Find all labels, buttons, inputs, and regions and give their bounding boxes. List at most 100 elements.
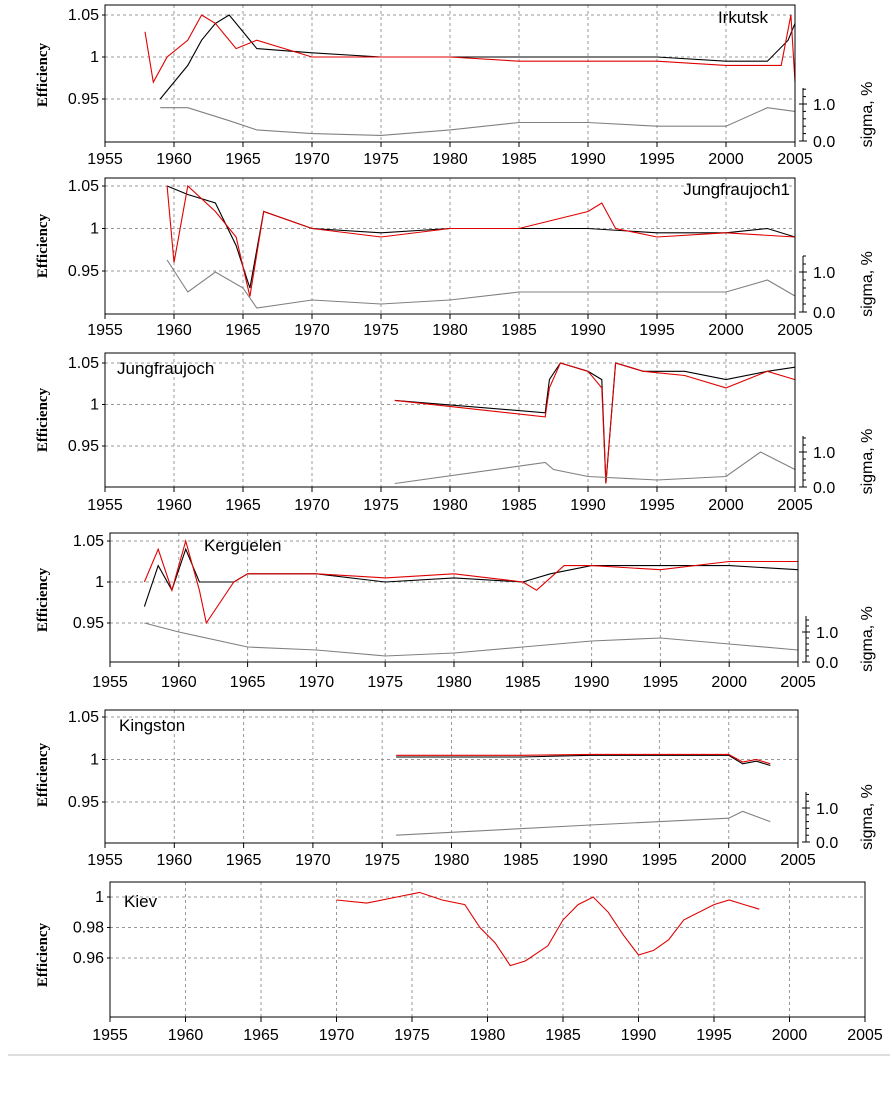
x-tick-label: 2000	[711, 674, 747, 691]
y-tick-label: 1	[95, 574, 104, 591]
x-tick-label: 1955	[87, 151, 123, 168]
x-tick-label: 2005	[847, 1027, 883, 1044]
chart-panel-jungfraujoch1: 1955 1960 1965 1970 1975 1980 1985 1990 1995 2000…	[35, 177, 876, 339]
sigma-tick-label: 0.0	[816, 655, 838, 672]
y-axis-label: Efficiency	[35, 213, 51, 278]
x-tick-label: 1990	[572, 852, 608, 869]
series-line-gray	[166, 259, 796, 309]
y-tick-label: 0.95	[68, 91, 99, 108]
x-tick-label: 1965	[225, 151, 261, 168]
station-label: Kerguelen	[204, 536, 282, 555]
panels: 1955 1960 1965 1970 1975 1980 1985 1990 1995 2000…	[35, 4, 883, 1044]
y-tick-label: 1	[90, 397, 99, 414]
x-tick-label: 2005	[780, 852, 816, 869]
station-label: Irkutsk	[718, 8, 769, 27]
chart-panel-kiev: 1955 1960 1965 1970 1975 1980 1985 1990 1995 2000…	[35, 881, 883, 1044]
sigma-axis-label: sigma, %	[859, 784, 876, 850]
y-tick-label: 1	[90, 49, 99, 66]
chart-panel-jungfraujoch: 1955 1960 1965 1970 1975 1980 1985 1990 1995 2000…	[35, 352, 876, 514]
x-tick-label: 1980	[432, 497, 468, 514]
x-tick-label: 1970	[294, 322, 330, 339]
x-tick-label: 2005	[777, 322, 813, 339]
y-tick-label: 0.95	[68, 438, 99, 455]
y-tick-label: 0.95	[68, 794, 99, 811]
x-tick-label: 2000	[772, 1027, 808, 1044]
y-axis-label: Efficiency	[35, 742, 51, 807]
series-line-black	[143, 547, 799, 607]
x-tick-label: 1985	[501, 322, 537, 339]
x-tick-label: 1975	[367, 674, 403, 691]
x-tick-label: 1960	[156, 497, 192, 514]
x-tick-label: 1955	[87, 322, 123, 339]
sigma-tick-label: 0.0	[816, 835, 838, 852]
x-tick-label: 1990	[570, 151, 606, 168]
series-line-red	[144, 14, 796, 84]
x-tick-label: 1985	[505, 674, 541, 691]
x-tick-label: 1960	[157, 852, 193, 869]
x-tick-label: 1990	[621, 1027, 657, 1044]
sigma-tick-label: 1.0	[813, 445, 835, 462]
y-tick-label: 1	[90, 221, 99, 238]
x-tick-label: 1965	[226, 852, 262, 869]
y-tick-label: 0.95	[68, 263, 99, 280]
y-tick-label: 1.05	[68, 7, 99, 24]
x-tick-label: 1995	[639, 497, 675, 514]
chart-panel-irkutsk: 1955 1960 1965 1970 1975 1980 1985 1990 1995 2000…	[35, 4, 876, 168]
x-tick-label: 1970	[319, 1027, 355, 1044]
y-tick-label: 1	[95, 889, 104, 906]
x-tick-label: 1980	[432, 151, 468, 168]
x-tick-label: 2005	[777, 497, 813, 514]
sigma-axis-label: sigma, %	[859, 606, 876, 672]
y-axis-label: Efficiency	[35, 42, 51, 107]
chart-panel-kingston: 1955 1960 1965 1970 1975 1980 1985 1990 1995 2000…	[35, 709, 876, 869]
x-tick-label: 1960	[161, 674, 197, 691]
series-line-red	[394, 362, 796, 484]
x-tick-label: 1960	[168, 1027, 204, 1044]
x-tick-label: 2000	[711, 852, 747, 869]
y-tick-label: 0.95	[73, 615, 104, 632]
x-tick-label: 1995	[696, 1027, 732, 1044]
chart-panel-kerguelen: 1955 1960 1965 1970 1975 1980 1985 1990 1995 2000…	[35, 532, 876, 691]
x-tick-label: 1960	[156, 151, 192, 168]
x-tick-label: 2005	[780, 674, 816, 691]
x-tick-label: 1955	[92, 1027, 128, 1044]
x-tick-label: 1975	[364, 852, 400, 869]
series-line-black	[396, 754, 771, 767]
sigma-tick-label: 1.0	[816, 625, 838, 642]
x-tick-label: 1965	[225, 322, 261, 339]
x-tick-label: 1965	[243, 1027, 279, 1044]
y-tick-label: 1	[90, 752, 99, 769]
sigma-tick-label: 0.0	[813, 480, 835, 497]
x-tick-label: 1970	[294, 497, 330, 514]
sigma-tick-label: 1.0	[816, 801, 838, 818]
sigma-axis-label: sigma, %	[859, 82, 876, 148]
series-line-gray	[396, 810, 771, 836]
x-tick-label: 1960	[156, 322, 192, 339]
x-tick-label: 2000	[708, 497, 744, 514]
x-tick-label: 1955	[87, 852, 123, 869]
x-tick-label: 1980	[434, 852, 470, 869]
x-tick-label: 1995	[639, 322, 675, 339]
y-axis-label: Efficiency	[35, 387, 51, 452]
x-tick-label: 1995	[639, 151, 675, 168]
x-tick-label: 1970	[295, 852, 331, 869]
x-tick-label: 2000	[708, 151, 744, 168]
x-tick-label: 1985	[545, 1027, 581, 1044]
series-line-red	[336, 891, 760, 967]
y-tick-label: 1.05	[73, 533, 104, 550]
station-label: Kingston	[119, 716, 185, 735]
x-tick-label: 1980	[436, 674, 472, 691]
x-tick-label: 1975	[363, 497, 399, 514]
series-line-black	[166, 185, 796, 289]
x-tick-label: 1955	[92, 674, 128, 691]
series-line-gray	[394, 451, 796, 485]
series-line-black	[394, 362, 796, 484]
series-line-red	[166, 184, 796, 297]
y-axis-label: Efficiency	[35, 567, 51, 632]
y-tick-label: 0.98	[73, 920, 104, 937]
x-tick-label: 1985	[501, 151, 537, 168]
x-tick-label: 2005	[777, 151, 813, 168]
sigma-axis-label: sigma, %	[859, 429, 876, 495]
series-line-red	[396, 753, 771, 765]
